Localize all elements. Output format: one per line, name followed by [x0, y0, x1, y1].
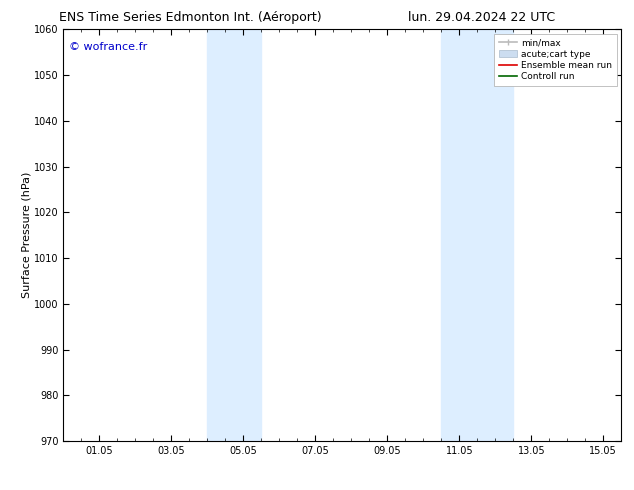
Bar	[441, 29, 514, 441]
Text: © wofrance.fr: © wofrance.fr	[69, 42, 147, 52]
Text: ENS Time Series Edmonton Int. (Aéroport): ENS Time Series Edmonton Int. (Aéroport)	[59, 11, 321, 24]
Y-axis label: Surface Pressure (hPa): Surface Pressure (hPa)	[21, 172, 31, 298]
Bar	[207, 29, 261, 441]
Text: lun. 29.04.2024 22 UTC: lun. 29.04.2024 22 UTC	[408, 11, 555, 24]
Legend: min/max, acute;cart type, Ensemble mean run, Controll run: min/max, acute;cart type, Ensemble mean …	[495, 34, 617, 86]
